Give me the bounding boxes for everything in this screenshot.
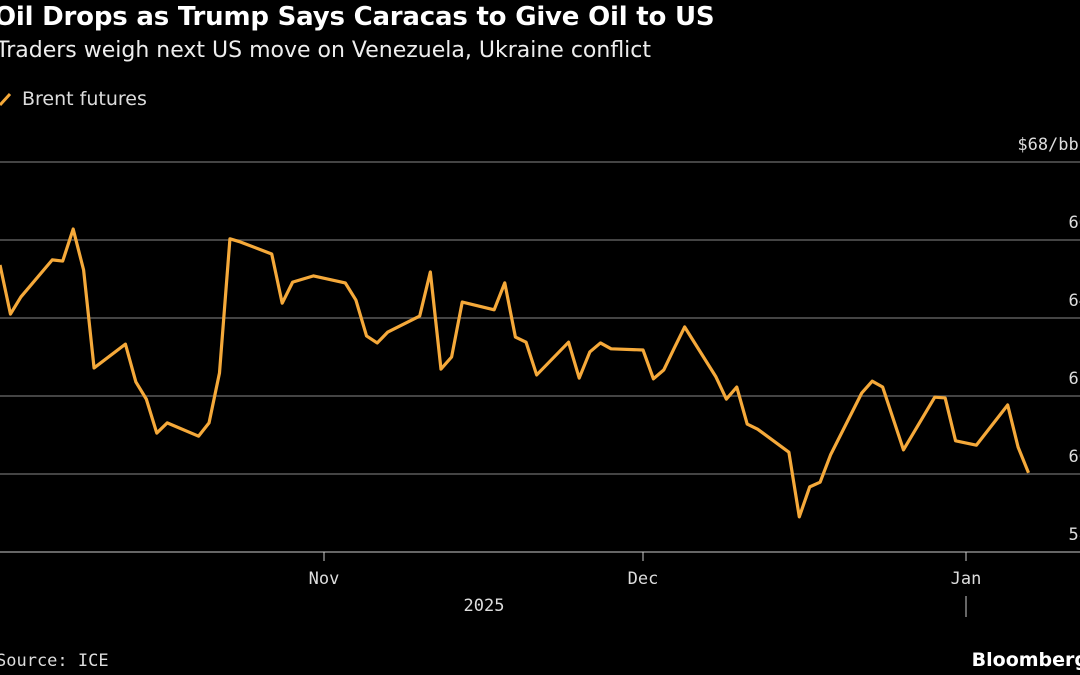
- y-tick-label: 62: [1069, 369, 1080, 389]
- legend: Brent futures: [0, 88, 147, 110]
- source-note: Source: ICE: [0, 651, 109, 671]
- y-tick-label: 58: [1069, 525, 1080, 545]
- x-year-label: 2025: [464, 596, 505, 616]
- chart-subtitle: Traders weigh next US move on Venezuela,…: [0, 38, 652, 63]
- y-tick-label: 64: [1069, 291, 1080, 311]
- x-tick-label: Dec: [628, 569, 659, 589]
- x-tick-label: Nov: [309, 569, 340, 589]
- legend-label: Brent futures: [22, 88, 147, 110]
- x-tick-label: Jan: [951, 569, 982, 589]
- chart-title: Oil Drops as Trump Says Caracas to Give …: [0, 2, 715, 32]
- legend-line-icon: [0, 92, 12, 107]
- bloomberg-logo: Bloomberg: [971, 649, 1080, 671]
- y-tick-label: 66: [1069, 213, 1080, 233]
- y-tick-label: $68/bbl: [1017, 135, 1080, 155]
- y-tick-label: 60: [1069, 447, 1080, 467]
